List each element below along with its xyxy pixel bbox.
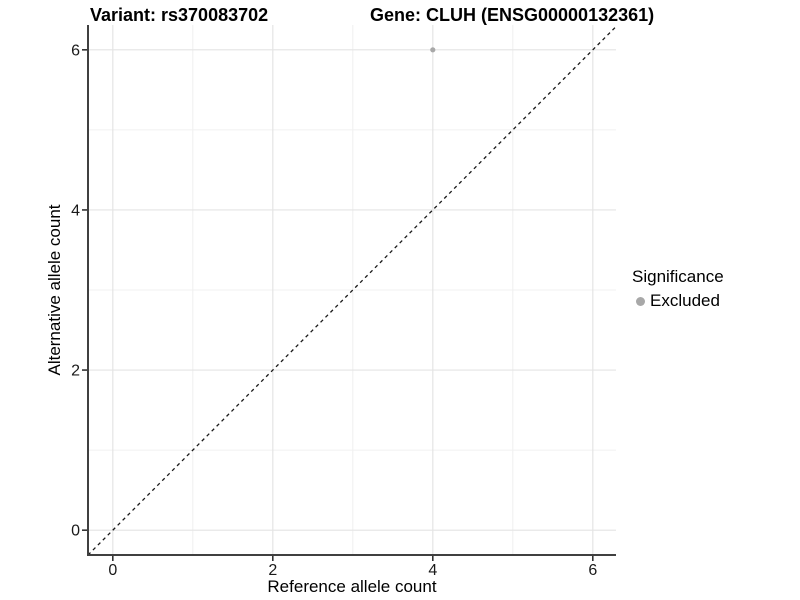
x-axis-label: Reference allele count [267,577,437,596]
data-point [430,47,436,53]
identity-dashed-line [87,26,617,556]
x-tick-label: 2 [268,562,277,579]
legend: Significance Excluded [632,267,724,311]
x-tick-label: 6 [588,562,597,579]
legend-title: Significance [632,267,724,286]
plot-title-variant: Variant: rs370083702 [90,5,269,25]
legend-item-label: Excluded [650,291,720,310]
y-tick-label: 4 [71,202,80,219]
y-tick-label: 6 [71,42,80,59]
legend-item-excluded: Excluded [632,291,724,311]
y-tick-label: 0 [71,523,80,540]
plot-title-gene: Gene: CLUH (ENSG00000132361) [370,5,655,25]
y-axis-label: Alternative allele count [45,204,64,376]
y-tick-label: 2 [71,363,80,380]
legend-key-dot-icon [636,296,645,306]
x-tick-label: 0 [108,562,117,579]
x-tick-label: 4 [428,562,437,579]
